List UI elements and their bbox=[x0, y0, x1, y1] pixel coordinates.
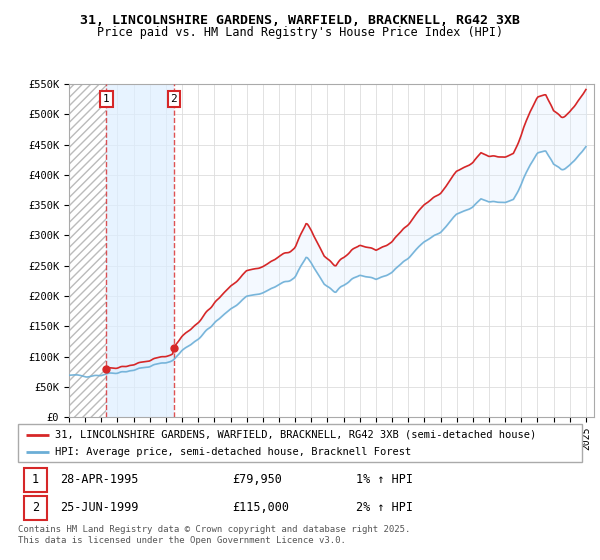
Text: 1% ↑ HPI: 1% ↑ HPI bbox=[356, 473, 413, 487]
Text: 2% ↑ HPI: 2% ↑ HPI bbox=[356, 501, 413, 515]
Text: 1: 1 bbox=[32, 473, 39, 487]
Bar bbox=[23, 496, 47, 520]
Text: Price paid vs. HM Land Registry's House Price Index (HPI): Price paid vs. HM Land Registry's House … bbox=[97, 26, 503, 39]
Text: 28-APR-1995: 28-APR-1995 bbox=[60, 473, 139, 487]
Text: 1: 1 bbox=[103, 94, 110, 104]
Text: 2: 2 bbox=[32, 501, 39, 515]
Text: 31, LINCOLNSHIRE GARDENS, WARFIELD, BRACKNELL, RG42 3XB (semi-detached house): 31, LINCOLNSHIRE GARDENS, WARFIELD, BRAC… bbox=[55, 430, 536, 440]
Text: 25-JUN-1999: 25-JUN-1999 bbox=[60, 501, 139, 515]
Text: 31, LINCOLNSHIRE GARDENS, WARFIELD, BRACKNELL, RG42 3XB: 31, LINCOLNSHIRE GARDENS, WARFIELD, BRAC… bbox=[80, 14, 520, 27]
Text: £115,000: £115,000 bbox=[232, 501, 289, 515]
Text: 2: 2 bbox=[170, 94, 177, 104]
Text: HPI: Average price, semi-detached house, Bracknell Forest: HPI: Average price, semi-detached house,… bbox=[55, 447, 411, 458]
Text: Contains HM Land Registry data © Crown copyright and database right 2025.
This d: Contains HM Land Registry data © Crown c… bbox=[18, 525, 410, 545]
Bar bbox=[23, 468, 47, 492]
Text: £79,950: £79,950 bbox=[232, 473, 282, 487]
